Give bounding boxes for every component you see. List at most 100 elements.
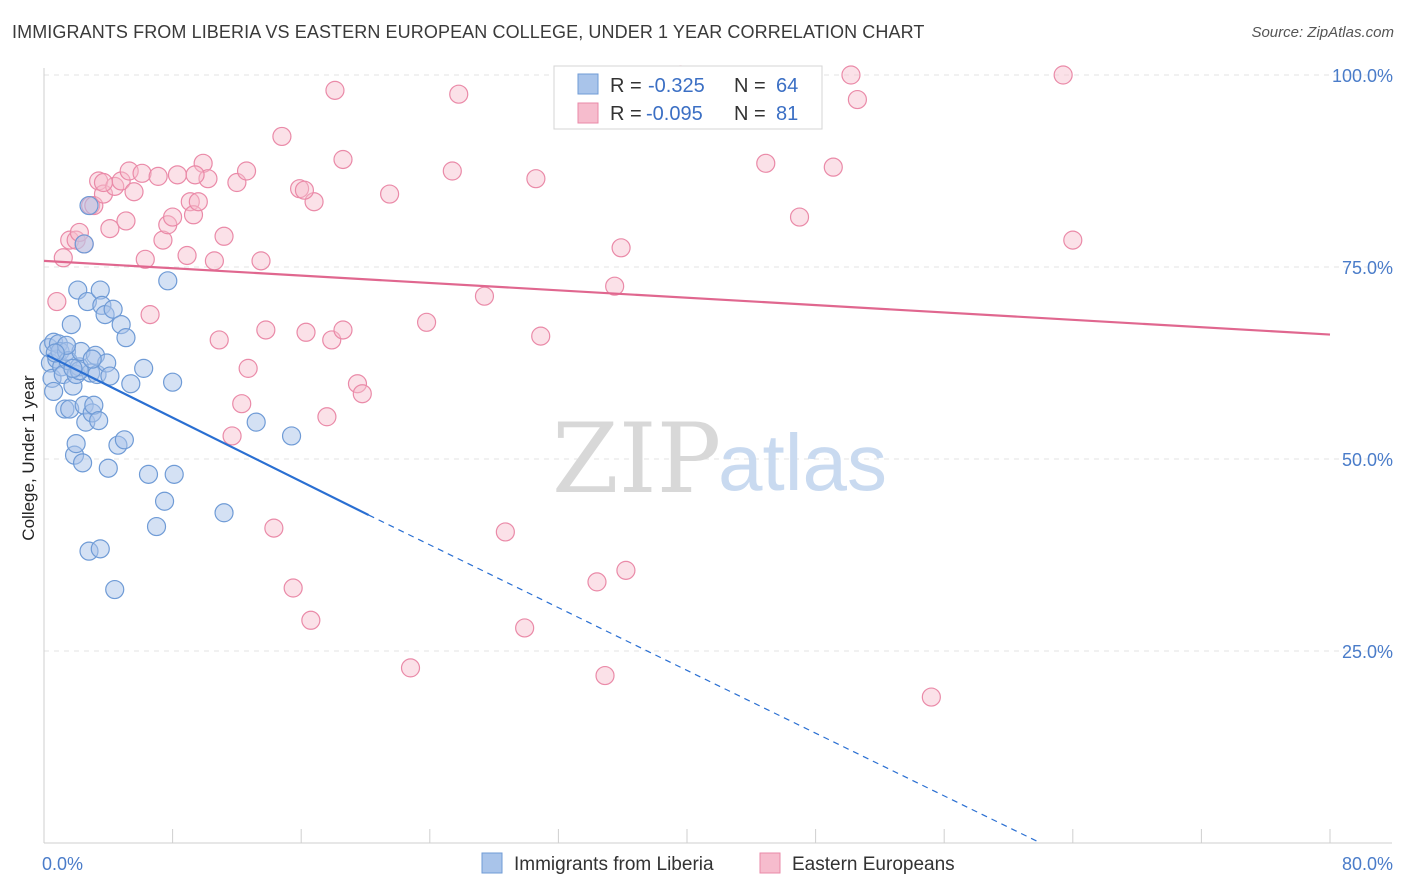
data-point-eastern-europeans — [93, 184, 114, 204]
data-point-eastern-europeans — [400, 658, 421, 678]
trend-lines — [43, 259, 1331, 844]
data-point-eastern-europeans — [105, 176, 125, 196]
legend-n-label-blue: N = — [734, 75, 766, 97]
data-point-eastern-europeans — [283, 578, 303, 598]
data-point-eastern-europeans — [442, 161, 462, 181]
data-point-immigrants-from-liberia — [105, 579, 125, 600]
data-point-eastern-europeans — [333, 149, 353, 170]
data-point-immigrants-from-liberia — [89, 411, 109, 431]
data-point-eastern-europeans — [380, 184, 400, 204]
trend-line-eastern-europeans — [43, 259, 1331, 336]
data-point-immigrants-from-liberia — [121, 374, 141, 394]
data-point-eastern-europeans — [789, 207, 810, 227]
grid-lines — [44, 74, 1392, 652]
data-point-eastern-europeans — [611, 238, 631, 258]
data-point-eastern-europeans — [256, 320, 276, 340]
data-point-eastern-europeans — [193, 153, 213, 173]
data-point-immigrants-from-liberia — [134, 358, 154, 378]
data-point-eastern-europeans — [616, 560, 636, 580]
data-point-eastern-europeans — [222, 426, 242, 446]
data-point-immigrants-from-liberia — [114, 430, 134, 450]
legend-r-label-pink: R = — [610, 103, 642, 125]
y-tick-label: 50.0% — [1342, 450, 1393, 470]
data-point-eastern-europeans — [124, 182, 144, 202]
data-point-eastern-europeans — [296, 322, 316, 342]
legend-bottom-label-pink: Eastern Europeans — [792, 854, 955, 875]
data-point-eastern-europeans — [209, 330, 229, 350]
data-point-eastern-europeans — [1053, 65, 1073, 85]
data-point-immigrants-from-liberia — [138, 464, 159, 484]
data-point-immigrants-from-liberia — [214, 503, 234, 523]
legend-n-value-pink: 81 — [776, 103, 798, 125]
data-point-eastern-europeans — [495, 522, 515, 542]
series-immigrants-from-liberia — [39, 195, 302, 600]
data-point-eastern-europeans — [185, 165, 205, 185]
data-point-eastern-europeans — [93, 172, 114, 193]
data-point-eastern-europeans — [132, 163, 152, 183]
data-point-immigrants-from-liberia — [158, 271, 178, 291]
data-point-eastern-europeans — [167, 165, 188, 185]
data-point-eastern-europeans — [153, 230, 173, 250]
data-point-eastern-europeans — [756, 153, 776, 173]
y-tick-labels: 25.0% 50.0% 75.0% 100.0% — [1332, 66, 1393, 662]
data-point-eastern-europeans — [317, 407, 337, 427]
data-point-eastern-europeans — [47, 291, 67, 312]
data-point-eastern-europeans — [531, 326, 551, 346]
data-point-eastern-europeans — [847, 89, 867, 110]
legend-bottom-swatch-pink — [759, 852, 781, 874]
legend-swatch-blue — [577, 73, 599, 95]
legend-bottom-swatch-blue — [481, 852, 503, 874]
trend-line-immigrants-from-liberia — [46, 354, 370, 517]
data-point-eastern-europeans — [333, 320, 353, 340]
legend-box — [553, 65, 823, 130]
data-point-eastern-europeans — [325, 80, 345, 100]
x-tick-labels: 0.0% 80.0% — [42, 854, 1393, 874]
data-point-immigrants-from-liberia — [79, 195, 99, 216]
data-point-eastern-europeans — [449, 84, 469, 104]
data-point-eastern-europeans — [251, 251, 271, 271]
data-point-eastern-europeans — [140, 305, 160, 325]
legend-r-value-blue: -0.325 — [648, 75, 705, 97]
x-tick-label: 80.0% — [1342, 854, 1393, 874]
data-point-eastern-europeans — [526, 169, 546, 189]
data-point-eastern-europeans — [921, 687, 941, 707]
data-point-immigrants-from-liberia — [74, 234, 94, 254]
axes — [43, 68, 1392, 844]
data-point-eastern-europeans — [515, 618, 535, 638]
data-point-eastern-europeans — [301, 610, 321, 630]
data-point-eastern-europeans — [352, 384, 372, 404]
data-point-eastern-europeans — [595, 665, 615, 686]
data-point-immigrants-from-liberia — [116, 328, 136, 348]
trend-line-extension-immigrants-from-liberia — [368, 514, 1041, 844]
data-point-eastern-europeans — [236, 161, 257, 181]
data-point-immigrants-from-liberia — [44, 381, 64, 402]
source-credit: Source: ZipAtlas.com — [1251, 24, 1394, 41]
data-point-eastern-europeans — [204, 251, 224, 271]
data-point-eastern-europeans — [232, 394, 252, 414]
y-tick-label: 75.0% — [1342, 258, 1393, 278]
data-point-immigrants-from-liberia — [154, 491, 175, 511]
y-tick-label: 25.0% — [1342, 642, 1393, 662]
data-point-eastern-europeans — [605, 276, 625, 296]
data-point-eastern-europeans — [188, 192, 208, 212]
legend-swatch-pink — [577, 102, 599, 124]
data-point-eastern-europeans — [214, 226, 234, 246]
data-point-eastern-europeans — [238, 358, 258, 378]
x-tick-label: 0.0% — [42, 854, 83, 874]
data-point-immigrants-from-liberia — [246, 412, 266, 432]
data-point-immigrants-from-liberia — [163, 372, 183, 392]
data-point-eastern-europeans — [347, 374, 368, 394]
data-point-eastern-europeans — [198, 169, 218, 189]
data-point-eastern-europeans — [587, 572, 607, 592]
data-point-eastern-europeans — [841, 65, 861, 85]
y-tick-label: 100.0% — [1332, 66, 1393, 86]
data-point-immigrants-from-liberia — [66, 434, 86, 454]
data-point-eastern-europeans — [53, 248, 73, 268]
legend-r-label-blue: R = — [610, 75, 642, 97]
data-point-immigrants-from-liberia — [281, 426, 302, 446]
data-point-eastern-europeans — [272, 126, 292, 147]
series-eastern-europeans — [47, 65, 1083, 707]
data-point-eastern-europeans — [135, 249, 155, 269]
data-point-eastern-europeans — [116, 211, 136, 231]
